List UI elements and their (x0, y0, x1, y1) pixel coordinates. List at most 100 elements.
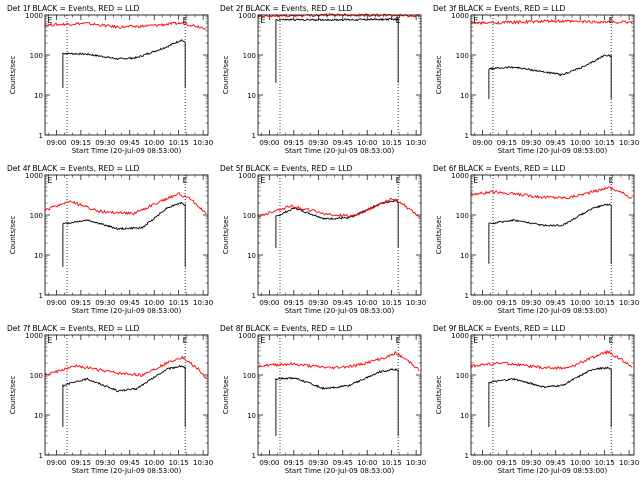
y-axis-label: Counts/sec (222, 376, 230, 415)
panel-title: Det 2f BLACK = Events, RED = LLD (220, 4, 353, 13)
x-tick-label: 10:00 (570, 299, 590, 307)
x-tick-label: 10:15 (382, 139, 402, 147)
x-tick-label: 10:00 (357, 459, 377, 467)
detector-panel: Det 2f BLACK = Events, RED = LLD 1 10 100 10… (220, 4, 426, 155)
y-tick-label: 10 (247, 92, 256, 100)
plot-frame (257, 334, 422, 456)
y-tick-label: 1000 (238, 12, 256, 20)
y-tick-label: 10 (460, 92, 469, 100)
plot-frame (257, 174, 422, 296)
lld-series-line (470, 349, 633, 371)
events-series-line (62, 38, 186, 88)
e-marker: E (47, 176, 52, 185)
x-tick-label: 10:00 (144, 299, 164, 307)
detector-panel: Det 1f BLACK = Events, RED = LLD 1 10 100 10… (7, 4, 213, 155)
events-series-line (275, 17, 399, 83)
x-tick-label: 09:30 (521, 139, 541, 147)
x-tick-label: 09:45 (333, 299, 353, 307)
y-axis-label: Counts/sec (435, 376, 443, 415)
y-tick-label: 1000 (25, 172, 43, 180)
e-marker: E (609, 176, 614, 185)
e-marker: E (260, 176, 265, 185)
x-tick-label: 09:00 (472, 459, 492, 467)
x-tick-label: 10:30 (406, 299, 426, 307)
y-axis-label: Counts/sec (9, 56, 17, 95)
x-tick-label: 09:30 (95, 299, 115, 307)
lld-series-line (470, 186, 633, 200)
x-tick-label: 09:00 (259, 139, 279, 147)
x-tick-label: 09:45 (546, 299, 566, 307)
y-tick-label: 1 (465, 292, 469, 300)
y-tick-label: 1 (465, 132, 469, 140)
x-axis-label: Start Time (20-Jul-09 08:53:00) (72, 307, 182, 315)
panel-title: Det 7f BLACK = Events, RED = LLD (7, 324, 140, 333)
x-tick-label: 09:00 (46, 299, 66, 307)
x-tick-label: 10:15 (169, 299, 189, 307)
e-marker: E (473, 176, 478, 185)
y-tick-label: 1 (252, 292, 256, 300)
y-tick-label: 1000 (238, 332, 256, 340)
x-axis-label: Start Time (20-Jul-09 08:53:00) (72, 467, 182, 475)
x-tick-label: 10:00 (570, 459, 590, 467)
events-series-line (62, 364, 186, 427)
x-axis-label: Start Time (20-Jul-09 08:53:00) (498, 147, 608, 155)
detector-panel: Det 7f BLACK = Events, RED = LLD 1 10 100 10… (7, 324, 213, 475)
y-axis-label: Counts/sec (435, 216, 443, 255)
x-tick-label: 09:30 (308, 299, 328, 307)
detector-panel: Det 6f BLACK = Events, RED = LLD 1 10 100 10… (433, 164, 639, 315)
detector-panel: Det 3f BLACK = Events, RED = LLD 1 10 100 10… (433, 4, 639, 155)
y-tick-label: 10 (34, 92, 43, 100)
x-axis-label: Start Time (20-Jul-09 08:53:00) (498, 467, 608, 475)
plot-frame (44, 14, 209, 136)
x-tick-label: 10:30 (193, 459, 213, 467)
e-marker: E (609, 16, 614, 25)
plot-frame (44, 334, 209, 456)
y-tick-label: 10 (247, 412, 256, 420)
x-tick-label: 09:15 (497, 139, 517, 147)
y-tick-label: 1000 (451, 172, 469, 180)
y-axis-label: Counts/sec (222, 216, 230, 255)
x-tick-label: 10:30 (193, 299, 213, 307)
x-tick-label: 09:00 (46, 139, 66, 147)
detector-panel: Det 4f BLACK = Events, RED = LLD 1 10 100 10… (7, 164, 213, 315)
x-tick-label: 10:15 (595, 299, 615, 307)
e-marker: E (396, 336, 401, 345)
events-series-line (488, 366, 612, 427)
x-tick-label: 09:45 (333, 459, 353, 467)
e-marker: E (473, 16, 478, 25)
y-tick-label: 1 (39, 132, 43, 140)
lld-series-line (44, 21, 207, 30)
x-axis-label: Start Time (20-Jul-09 08:53:00) (498, 307, 608, 315)
lld-series-line (44, 191, 207, 216)
y-tick-label: 100 (30, 212, 43, 220)
y-tick-label: 1 (252, 452, 256, 460)
events-series-line (488, 203, 612, 264)
x-tick-label: 10:15 (169, 459, 189, 467)
panel-title: Det 5f BLACK = Events, RED = LLD (220, 164, 353, 173)
e-marker: E (473, 336, 478, 345)
x-axis-label: Start Time (20-Jul-09 08:53:00) (285, 147, 395, 155)
y-tick-label: 100 (456, 212, 469, 220)
x-tick-label: 09:00 (46, 459, 66, 467)
y-axis-label: Counts/sec (222, 56, 230, 95)
x-axis-label: Start Time (20-Jul-09 08:53:00) (72, 147, 182, 155)
x-tick-label: 09:00 (259, 299, 279, 307)
e-marker: E (260, 336, 265, 345)
events-series-line (488, 53, 612, 99)
x-tick-label: 10:30 (619, 139, 639, 147)
x-tick-label: 10:15 (595, 139, 615, 147)
x-tick-label: 09:15 (497, 299, 517, 307)
e-marker: E (183, 176, 188, 185)
x-tick-label: 10:30 (193, 139, 213, 147)
y-tick-label: 10 (247, 252, 256, 260)
panel-title: Det 6f BLACK = Events, RED = LLD (433, 164, 566, 173)
detector-panel: Det 8f BLACK = Events, RED = LLD 1 10 100 10… (220, 324, 426, 475)
e-marker: E (47, 336, 52, 345)
y-tick-label: 10 (460, 252, 469, 260)
e-marker: E (183, 16, 188, 25)
detector-panel: Det 9f BLACK = Events, RED = LLD 1 10 100 10… (433, 324, 639, 475)
x-tick-label: 09:30 (95, 139, 115, 147)
y-tick-label: 100 (30, 52, 43, 60)
